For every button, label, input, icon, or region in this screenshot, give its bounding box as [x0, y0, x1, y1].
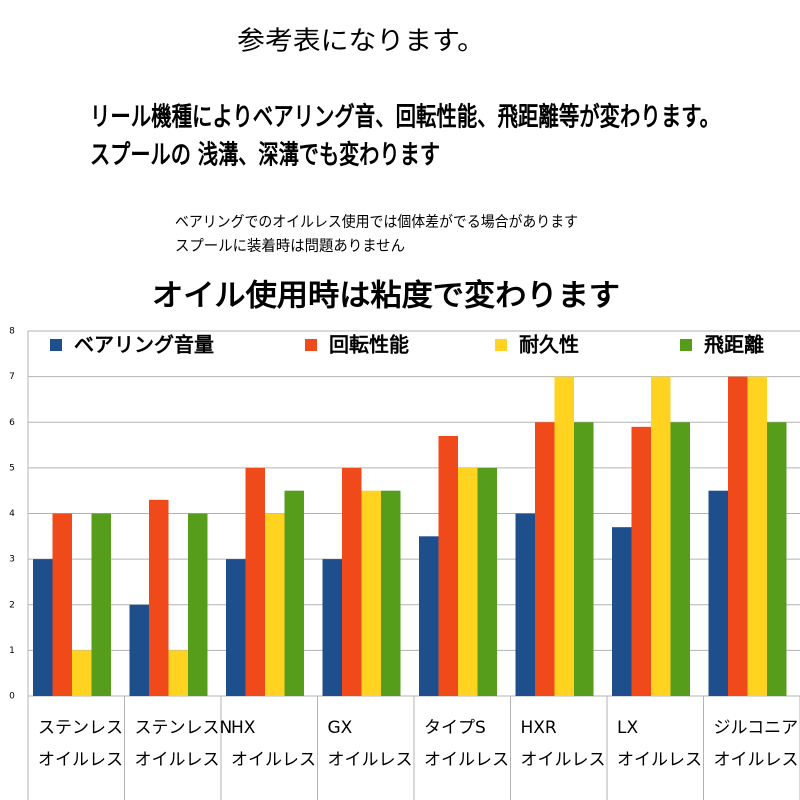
bar: [72, 650, 92, 696]
legend-label: 飛距離: [704, 333, 764, 357]
bar: [245, 467, 265, 696]
bar: [419, 536, 439, 696]
bar: [574, 422, 594, 696]
legend-label: ベアリング音量: [74, 333, 214, 357]
x-tick-label: ステンレス: [38, 718, 123, 738]
legend-swatch: [305, 339, 317, 351]
bar: [631, 426, 651, 696]
bar: [265, 513, 285, 696]
x-tick-label: タイプS: [424, 718, 486, 738]
small-note: スプールに装着時は問題ありません: [175, 237, 405, 255]
bar: [767, 422, 787, 696]
bar: [52, 513, 72, 696]
x-tick-label: オイルレス: [617, 750, 702, 770]
y-tick-label: 1: [9, 646, 15, 656]
y-tick-label: 4: [9, 509, 15, 519]
x-tick-label: LX: [617, 718, 638, 738]
x-tick-label: ステンレスN: [135, 718, 233, 738]
bar: [515, 513, 535, 696]
x-tick-label: オイルレス: [714, 750, 799, 770]
bar: [342, 467, 362, 696]
bar: [535, 422, 555, 696]
bar: [284, 490, 304, 696]
bar: [33, 559, 53, 696]
bar: [168, 650, 188, 696]
x-tick-label: オイルレス: [135, 750, 220, 770]
bar: [612, 527, 632, 696]
y-tick-label: 8: [9, 327, 15, 337]
chart-title: オイル使用時は粘度で変わります: [152, 279, 620, 314]
bar: [708, 490, 728, 696]
bar: [458, 467, 478, 696]
bar: [670, 422, 690, 696]
bar: [129, 604, 149, 696]
x-tick-label: HX: [231, 718, 256, 738]
y-tick-label: 7: [9, 372, 15, 382]
y-tick-label: 5: [9, 463, 15, 473]
x-tick-label: オイルレス: [424, 750, 509, 770]
note: スプールの 浅溝、深溝でも変わります: [90, 140, 440, 171]
bar: [149, 499, 169, 696]
note: リール機種によりベアリング音、回転性能、飛距離等が変わります。: [90, 102, 720, 133]
y-tick-label: 3: [9, 555, 15, 565]
bar: [554, 376, 574, 696]
x-tick-label: ジルコニア: [714, 718, 799, 738]
legend-swatch: [680, 339, 692, 351]
bar: [322, 559, 342, 696]
bar: [188, 513, 208, 696]
bar: [651, 376, 671, 696]
bar: [91, 513, 111, 696]
y-tick-label: 0: [9, 692, 15, 702]
bar: [438, 435, 458, 696]
bar: [381, 490, 401, 696]
x-tick-label: GX: [328, 718, 353, 738]
y-tick-label: 2: [9, 600, 15, 610]
bar: [728, 376, 748, 696]
heading: 参考表になります。: [237, 27, 485, 57]
x-tick-label: HXR: [521, 718, 557, 738]
legend-swatch: [495, 339, 507, 351]
legend-swatch: [50, 339, 62, 351]
legend-label: 耐久性: [519, 333, 579, 357]
bar: [226, 559, 246, 696]
x-tick-label: オイルレス: [328, 750, 413, 770]
bar: [361, 490, 381, 696]
bar: [747, 376, 767, 696]
bar: [477, 467, 497, 696]
y-tick-label: 6: [9, 418, 15, 428]
x-tick-label: オイルレス: [231, 750, 316, 770]
x-tick-label: オイルレス: [38, 750, 123, 770]
legend-label: 回転性能: [329, 333, 409, 357]
x-tick-label: オイルレス: [521, 750, 606, 770]
small-note: ベアリングでのオイルレス使用では個体差がでる場合があります: [175, 213, 578, 231]
